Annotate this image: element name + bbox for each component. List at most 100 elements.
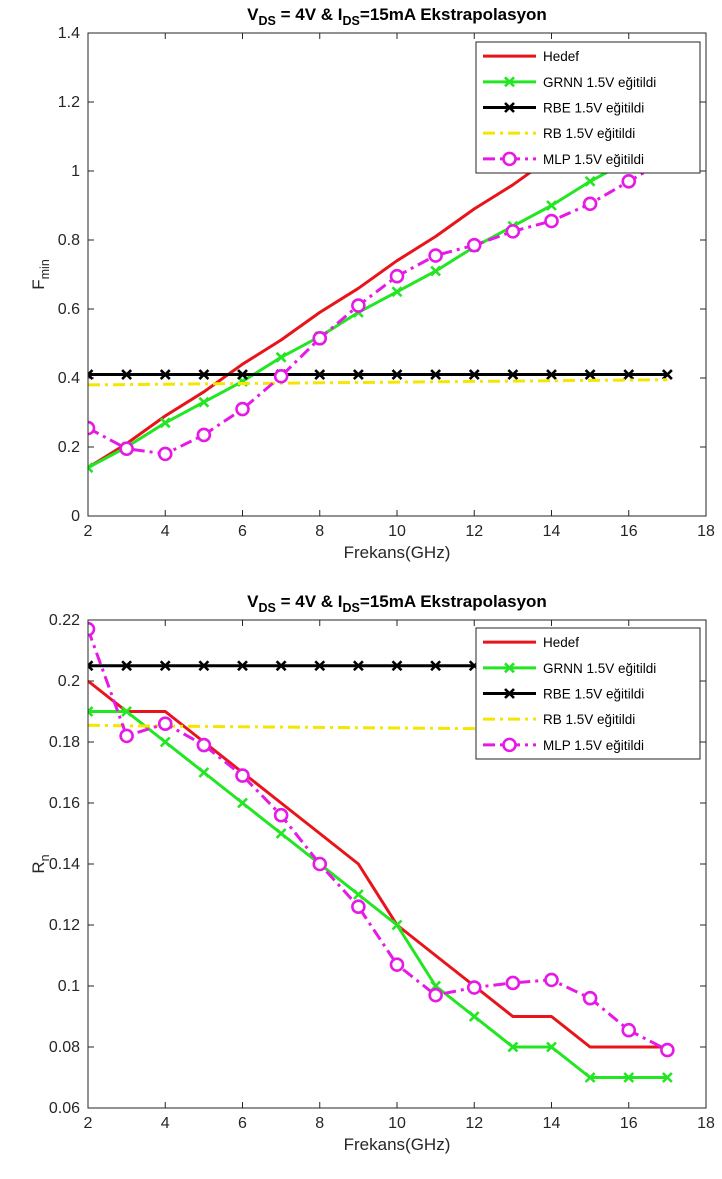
data-point <box>623 369 635 380</box>
data-point <box>546 369 557 380</box>
data-point <box>546 200 557 211</box>
data-point <box>88 621 96 637</box>
data-point <box>621 1022 637 1038</box>
series-line <box>88 710 668 1079</box>
data-point <box>430 660 442 672</box>
legend-marker <box>504 76 515 88</box>
y-tick-label: 1.4 <box>58 25 80 42</box>
x-tick-label: 10 <box>388 1115 406 1132</box>
data-point <box>389 268 405 284</box>
legend-marker <box>504 662 515 674</box>
y-tick-label: 0.6 <box>58 301 80 318</box>
data-point <box>159 417 171 429</box>
series-hedef <box>88 679 668 1049</box>
x-tick-label: 6 <box>238 1115 247 1132</box>
y-tick-label: 1.2 <box>58 94 80 111</box>
legend-label: MLP 1.5V eğitildi <box>543 738 644 753</box>
x-tick-label: 14 <box>543 1115 561 1132</box>
data-point <box>661 369 673 380</box>
data-point <box>428 248 443 263</box>
data-point <box>88 706 94 717</box>
data-point <box>237 660 248 672</box>
data-point <box>544 213 559 229</box>
data-point <box>273 807 289 823</box>
legend-item-mlp-1-5v-e-itildi: MLP 1.5V eğitildi <box>483 737 644 753</box>
data-point <box>119 441 134 457</box>
series-line <box>88 138 669 470</box>
legend-marker <box>504 102 515 113</box>
data-point <box>352 889 364 900</box>
data-point <box>544 972 559 988</box>
data-point <box>314 660 326 672</box>
data-point <box>157 716 173 731</box>
data-point <box>198 369 210 380</box>
data-point <box>391 919 403 931</box>
data-point <box>389 957 405 972</box>
series-line <box>88 378 668 387</box>
legend-label: GRNN 1.5V eğitildi <box>543 661 656 676</box>
data-point <box>430 265 442 277</box>
data-point <box>121 706 133 717</box>
legend-item-rbe-1-5v-e-itildi: RBE 1.5V eğitildi <box>483 687 644 702</box>
data-point <box>584 369 596 380</box>
axes-box <box>87 32 707 517</box>
data-point <box>582 990 598 1006</box>
y-tick-label: 0.14 <box>49 856 80 873</box>
chart-rn: VDS = 4V & IDS=15mA Ekstrapolasyon 2 4 6 8 10… <box>29 592 715 1154</box>
data-point <box>198 767 210 778</box>
data-point <box>88 660 94 672</box>
data-point <box>352 369 364 380</box>
legend-marker <box>502 737 517 753</box>
x-tick-label: 18 <box>697 1115 715 1132</box>
data-point <box>119 728 134 744</box>
x-axis-label: Frekans(GHz) <box>344 1135 451 1154</box>
data-point <box>88 420 96 436</box>
y-tick-label: 0.2 <box>58 673 80 690</box>
data-point <box>237 797 248 809</box>
data-point <box>582 196 598 212</box>
data-point <box>159 369 171 380</box>
x-tick-label: 6 <box>238 523 247 540</box>
legend-item-rbe-1-5v-e-itildi: RBE 1.5V eğitildi <box>483 101 644 116</box>
legend-label: GRNN 1.5V eğitildi <box>543 75 656 90</box>
chart-title: VDS = 4V & IDS=15mA Ekstrapolasyon <box>247 592 547 615</box>
data-point <box>235 768 250 783</box>
legend-item-mlp-1-5v-e-itildi: MLP 1.5V eğitildi <box>483 151 644 167</box>
data-point <box>351 298 366 313</box>
x-tick-label: 8 <box>315 1115 324 1132</box>
series-group <box>88 621 675 1083</box>
data-point <box>351 899 366 915</box>
x-tick-label: 12 <box>465 523 483 540</box>
data-point <box>198 660 210 672</box>
data-point <box>391 286 403 298</box>
data-point <box>623 1072 635 1083</box>
legend-label: MLP 1.5V eğitildi <box>543 152 644 167</box>
axes-box <box>87 619 707 1109</box>
x-tick-label: 12 <box>465 1115 483 1132</box>
legend-label: Hedef <box>543 635 579 650</box>
y-tick-label: 0.1 <box>58 978 80 995</box>
x-tick-label: 8 <box>315 523 324 540</box>
y-tick-label: 0.08 <box>49 1039 80 1056</box>
data-point <box>88 369 94 380</box>
data-point <box>121 369 133 380</box>
legend-label: RBE 1.5V eğitildi <box>543 687 644 702</box>
x-tick-label: 4 <box>161 1115 170 1132</box>
data-point <box>430 369 442 380</box>
chart-title: VDS = 4V & IDS=15mA Ekstrapolasyon <box>247 5 547 28</box>
data-point <box>237 369 248 380</box>
y-tick-label: 1 <box>71 163 80 180</box>
x-axis-label: Frekans(GHz) <box>344 543 451 562</box>
data-point <box>466 980 482 995</box>
data-point <box>159 736 171 748</box>
data-point <box>428 987 443 1003</box>
series-mlp-1-5v-e-itildi <box>88 621 675 1058</box>
data-point <box>198 396 210 408</box>
y-tick-label: 0.4 <box>58 370 80 387</box>
y-axis-label: Fmin <box>29 259 52 290</box>
series-rb-1-5v-e-itildi <box>88 378 668 387</box>
x-tick-label: 4 <box>161 523 170 540</box>
data-point <box>584 1072 596 1083</box>
x-tick-label: 2 <box>84 1115 93 1132</box>
data-point <box>196 427 212 443</box>
